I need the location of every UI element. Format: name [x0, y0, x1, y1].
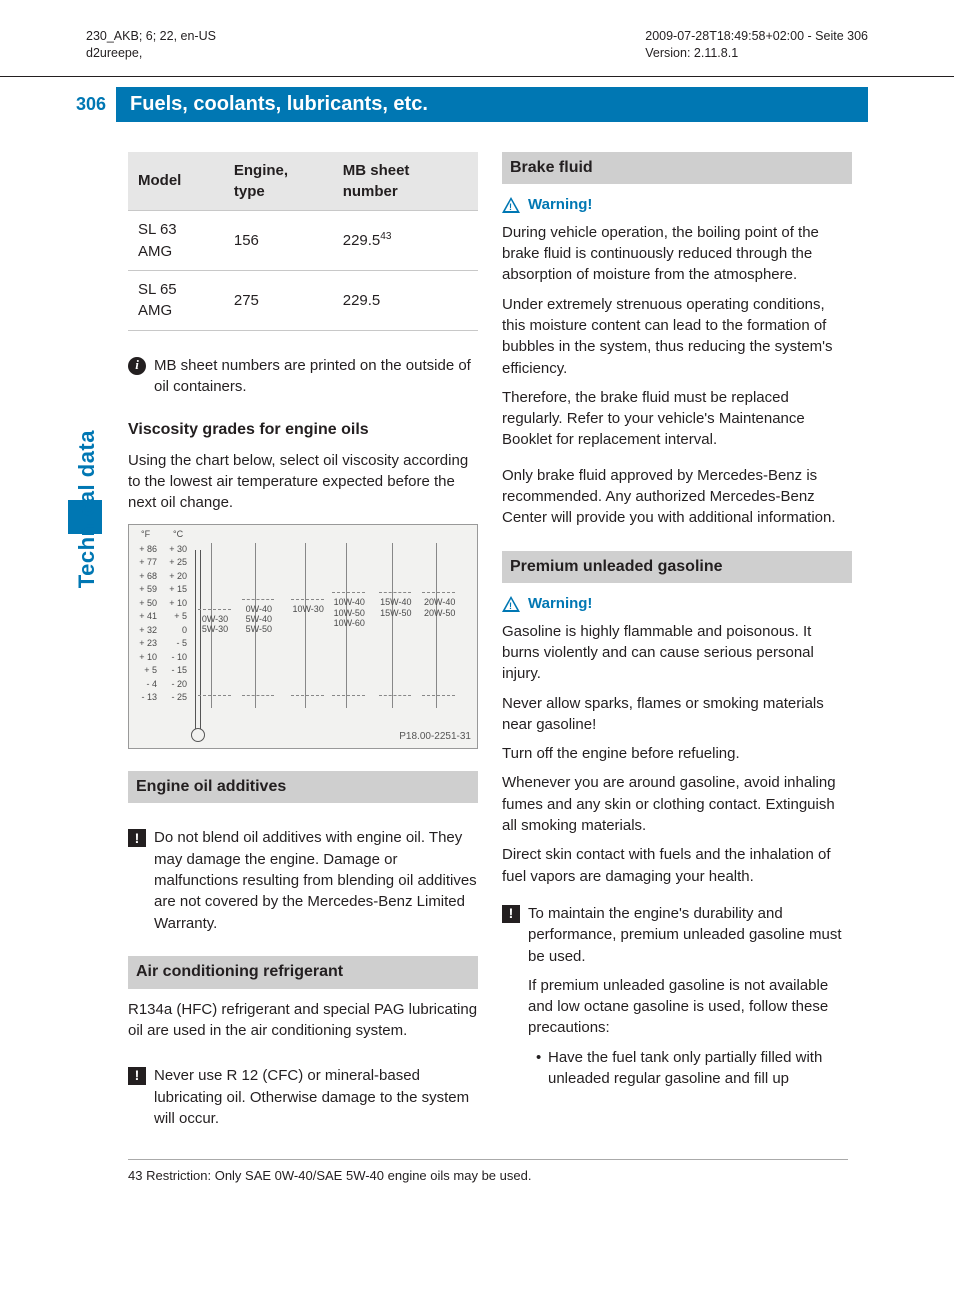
warn-text: Never use R 12 (CFC) or mineral-based lu… — [154, 1065, 478, 1129]
warn-ac-refrigerant: ! Never use R 12 (CFC) or mineral-based … — [128, 1065, 478, 1129]
meta-left-line1: 230_AKB; 6; 22, en-US — [86, 28, 216, 45]
heading-ac-refrigerant: Air conditioning refrigerant — [128, 956, 478, 989]
heading-gasoline: Premium unleaded gasoline — [502, 551, 852, 584]
table-row: SL 65 AMG 275 229.5 — [128, 270, 478, 330]
header-meta: 230_AKB; 6; 22, en-US d2ureepe, 2009-07-… — [86, 28, 868, 62]
th-mbsheet: MB sheet number — [333, 152, 478, 211]
cell-mbsheet-val: 229.5 — [343, 232, 381, 249]
cell-engine: 275 — [224, 270, 333, 330]
title-bar: 306 Fuels, coolants, lubricants, etc. — [76, 87, 868, 122]
gas-bullet: • Have the fuel tank only partially fill… — [528, 1047, 852, 1090]
heading-viscosity: Viscosity grades for engine oils — [128, 419, 478, 442]
gas-p2: Never allow sparks, flames or smoking ma… — [502, 693, 852, 736]
cell-mbsheet: 229.543 — [333, 211, 478, 271]
bf-after: Only brake fluid approved by Mercedes-Be… — [502, 465, 852, 529]
meta-right-line1: 2009-07-28T18:49:58+02:00 - Seite 306 — [645, 28, 868, 45]
left-column: Model Engine, type MB sheet number SL 63… — [128, 152, 478, 1129]
gas-excl1: To maintain the engine's durability and … — [528, 903, 852, 967]
page-number: 306 — [76, 87, 116, 122]
warning-row: ! Warning! — [502, 194, 852, 215]
gas-excl-block: ! To maintain the engine's durability an… — [502, 903, 852, 1089]
cell-engine: 156 — [224, 211, 333, 271]
warning-triangle-icon: ! — [502, 197, 520, 213]
engine-table: Model Engine, type MB sheet number SL 63… — [128, 152, 478, 331]
warning-triangle-icon: ! — [502, 596, 520, 612]
chart-unit-c: °C — [173, 528, 183, 541]
heading-brake-fluid: Brake fluid — [502, 152, 852, 185]
table-row: SL 63 AMG 156 229.543 — [128, 211, 478, 271]
gas-excl2: If premium unleaded gasoline is not avai… — [528, 975, 852, 1039]
exclamation-icon: ! — [128, 1067, 146, 1085]
warning-label: Warning! — [528, 593, 592, 614]
bullet-dot: • — [536, 1047, 548, 1090]
info-note-text: MB sheet numbers are printed on the outs… — [154, 355, 478, 398]
exclamation-icon: ! — [128, 829, 146, 847]
meta-right-line2: Version: 2.11.8.1 — [645, 45, 868, 62]
gas-p5: Direct skin contact with fuels and the i… — [502, 844, 852, 887]
footnote: 43 Restriction: Only SAE 0W-40/SAE 5W-40… — [128, 1159, 848, 1183]
page-title: Fuels, coolants, lubricants, etc. — [116, 87, 868, 122]
gas-bullet1: Have the fuel tank only partially filled… — [548, 1047, 852, 1090]
cell-model: SL 63 AMG — [128, 211, 224, 271]
heading-engine-oil-additives: Engine oil additives — [128, 771, 478, 804]
gas-p3: Turn off the engine before refueling. — [502, 743, 852, 764]
gas-p4: Whenever you are around gasoline, avoid … — [502, 772, 852, 836]
exclamation-icon: ! — [502, 905, 520, 923]
para-ac: R134a (HFC) refrigerant and special PAG … — [128, 999, 478, 1042]
side-tab-label: Technical data — [74, 430, 100, 588]
cell-mbsheet: 229.5 — [333, 270, 478, 330]
info-icon: i — [128, 357, 146, 375]
bf-p2: Under extremely strenuous operating cond… — [502, 294, 852, 379]
meta-right: 2009-07-28T18:49:58+02:00 - Seite 306 Ve… — [645, 28, 868, 62]
cell-mbsheet-sup: 43 — [380, 231, 391, 242]
warning-row: ! Warning! — [502, 593, 852, 614]
cell-model: SL 65 AMG — [128, 270, 224, 330]
para-viscosity: Using the chart below, select oil viscos… — [128, 450, 478, 514]
chart-unit-f: °F — [141, 528, 150, 541]
chart-bars-region: 0W-305W-300W-405W-405W-5010W-3010W-4010W… — [195, 543, 469, 708]
info-note: i MB sheet numbers are printed on the ou… — [128, 355, 478, 398]
page: 230_AKB; 6; 22, en-US d2ureepe, 2009-07-… — [0, 0, 954, 1223]
horizontal-rule — [0, 76, 954, 77]
viscosity-chart: °F °C + 86+ 77+ 68+ 59+ 50+ 41+ 32+ 23+ … — [128, 524, 478, 749]
bf-p3: Therefore, the brake fluid must be repla… — [502, 387, 852, 451]
warn-text: Do not blend oil additives with engine o… — [154, 827, 478, 933]
th-engine: Engine, type — [224, 152, 333, 211]
warn-engine-oil-additives: ! Do not blend oil additives with engine… — [128, 827, 478, 933]
gas-excl-body: To maintain the engine's durability and … — [528, 903, 852, 1089]
th-model: Model — [128, 152, 224, 211]
meta-left: 230_AKB; 6; 22, en-US d2ureepe, — [86, 28, 216, 62]
gas-p1: Gasoline is highly flammable and poisono… — [502, 621, 852, 685]
warning-label: Warning! — [528, 194, 592, 215]
bf-p1: During vehicle operation, the boiling po… — [502, 222, 852, 286]
chart-code: P18.00-2251-31 — [399, 730, 471, 744]
right-column: Brake fluid ! Warning! During vehicle op… — [502, 152, 852, 1129]
content-columns: Model Engine, type MB sheet number SL 63… — [128, 152, 868, 1129]
meta-left-line2: d2ureepe, — [86, 45, 216, 62]
cell-mbsheet-val: 229.5 — [343, 292, 381, 309]
